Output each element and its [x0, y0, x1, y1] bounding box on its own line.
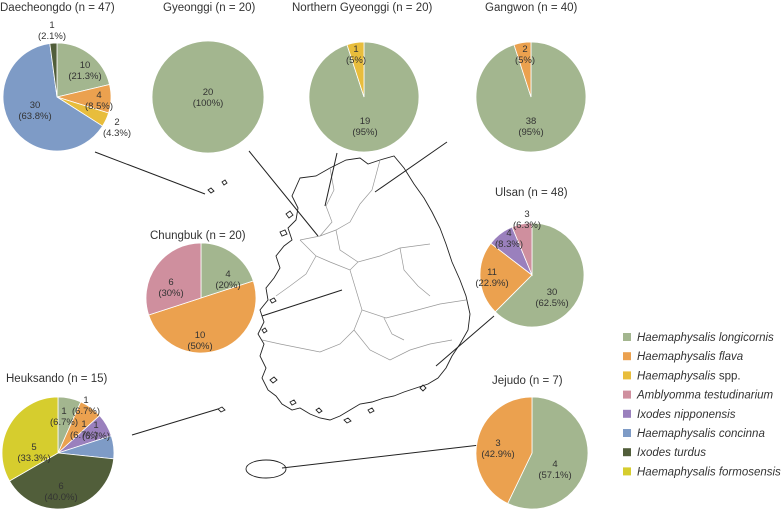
slice-label-gangwon-haemaphysalis-flava: 2 (5%)	[515, 44, 535, 66]
region-titles: Daecheongdo (n = 47) Gyeonggi (n = 20) N…	[0, 2, 578, 387]
slice-label-daecheongdo-haemaphysalis-flava: 4 (8.5%)	[85, 90, 113, 112]
slice-label-jejudo-haemaphysalis-longicornis: 4 (57.1%)	[538, 459, 571, 481]
korea-map	[207, 155, 471, 479]
legend-label-haemaphysalis-longicornis: Haemaphysalis longicornis	[637, 332, 774, 344]
leader-gangwon	[374, 141, 448, 193]
pie-heuksando: 1 (6.7%)1 (6.7%)1 (6.7%)1 (6.7%)6 (40.0%)5 (33…	[1, 395, 115, 510]
legend-swatch-haemaphysalis-formosensis	[623, 467, 631, 476]
legend-swatch-haemaphysalis-longicornis	[623, 333, 631, 341]
slice-label-chungbuk-haemaphysalis-flava: 10 (50%)	[187, 330, 212, 352]
pie-daecheongdo: 10 (21.3%) 4 (8.5%) 2 (4.3%) 30 (63.8%) 1 (2.1%)	[2, 20, 131, 152]
heuksando-islet	[217, 406, 226, 413]
slice-label-ulsan-amblyomma-testudinarium: 3 (6.3%)	[513, 209, 541, 231]
pie-northern-gyeonggi: 19 (95%) 1 (5%)	[308, 41, 420, 153]
slice-label-northern-gyeonggi-haemaphysalis-spp: 1 (5%)	[346, 44, 366, 66]
slice-daecheongdo-haemaphysalis-concinna	[2, 43, 104, 152]
slice-label-jejudo-haemaphysalis-flava: 3 (42.9%)	[481, 438, 514, 460]
province-boundaries	[261, 159, 467, 361]
slice-heuksando-haemaphysalis-formosensis	[1, 396, 59, 482]
slice-northern-gyeonggi-haemaphysalis-spp	[346, 41, 365, 98]
pie-title-heuksando: Heuksando (n = 15)	[6, 373, 107, 385]
pie-title-gyeonggi: Gyeonggi (n = 20)	[163, 2, 256, 14]
slice-label-chungbuk-haemaphysalis-longicornis: 4 (20%)	[215, 269, 240, 291]
leader-ulsan	[435, 315, 495, 367]
pie-title-ulsan: Ulsan (n = 48)	[495, 187, 568, 199]
legend-label-haemaphysalis-concinna: Haemaphysalis concinna	[637, 428, 765, 440]
leader-lines	[94, 141, 495, 469]
slice-label-heuksando-haemaphysalis-flava: 1 (6.7%)	[72, 395, 100, 417]
pie-gangwon: 38 (95%) 2 (5%)	[475, 41, 587, 153]
legend: Haemaphysalis longicornis Haemaphysalis f…	[623, 332, 781, 478]
slice-gyeonggi-haemaphysalis-longicornis	[151, 40, 265, 154]
legend-label-haemaphysalis-formosensis: Haemaphysalis formosensis	[637, 466, 781, 478]
slice-label-heuksando-haemaphysalis-concinna: 1 (6.7%)	[82, 420, 110, 442]
slice-ulsan-haemaphysalis-longicornis	[494, 222, 585, 328]
slice-ulsan-haemaphysalis-flava	[479, 242, 533, 313]
pie-chungbuk: 4 (20%) 10 (50%) 6 (30%)	[145, 242, 257, 354]
slice-daecheongdo-haemaphysalis-longicornis	[56, 42, 111, 98]
slice-jejudo-haemaphysalis-longicornis	[507, 396, 589, 510]
legend-label-ixodes-turdus: Ixodes turdus	[637, 447, 706, 459]
pie-ulsan: 30 (62.5%) 11 (22.9%) 4 (8.3%)3 (6.3%)	[475, 209, 585, 328]
legend-swatch-ixodes-turdus	[623, 448, 631, 457]
legend-swatch-haemaphysalis-concinna	[623, 429, 631, 437]
pie-title-chungbuk: Chungbuk (n = 20)	[150, 230, 246, 242]
leader-gyeonggi	[248, 150, 319, 237]
slice-label-daecheongdo-haemaphysalis-concinna: 30 (63.8%)	[18, 100, 51, 122]
slice-jejudo-haemaphysalis-flava	[475, 396, 533, 504]
pie-charts: 10 (21.3%) 4 (8.5%) 2 (4.3%) 30 (63.8%) 1 (2.1%) 2…	[1, 20, 589, 510]
slice-label-ulsan-haemaphysalis-flava: 11 (22.9%)	[475, 267, 508, 289]
slice-label-gangwon-haemaphysalis-longicornis: 38 (95%)	[518, 116, 543, 138]
slice-label-daecheongdo-haemaphysalis-longicornis: 10 (21.3%)	[68, 60, 101, 82]
slice-heuksando-ixodes-turdus	[8, 452, 115, 510]
slice-label-heuksando-ixodes-turdus: 6 (40.0%)	[44, 481, 77, 503]
leader-heuksando	[131, 408, 219, 436]
leader-daecheongdo	[94, 151, 206, 195]
slice-label-daecheongdo-ixodes-turdus: 1 (2.1%)	[38, 20, 66, 42]
slice-chungbuk-amblyomma-testudinarium	[145, 242, 202, 316]
slice-chungbuk-haemaphysalis-flava	[148, 280, 257, 354]
slice-gangwon-haemaphysalis-flava	[513, 41, 532, 98]
slice-label-chungbuk-amblyomma-testudinarium: 6 (30%)	[158, 277, 183, 299]
legend-label-ixodes-nipponensis: Ixodes nipponensis	[637, 409, 736, 421]
slice-label-gyeonggi-haemaphysalis-longicornis: 20 (100%)	[193, 87, 224, 109]
pie-title-northern-gyeonggi: Northern Gyeonggi (n = 20)	[292, 2, 432, 14]
slice-label-heuksando-ixodes-nipponensis: 1 (6.7%)	[70, 419, 98, 441]
legend-swatch-haemaphysalis-flava	[623, 352, 631, 361]
legend-swatch-ixodes-nipponensis	[623, 409, 631, 418]
pie-gyeonggi: 20 (100%)	[151, 40, 265, 154]
legend-label-haemaphysalis-flava: Haemaphysalis flava	[637, 351, 743, 363]
slice-label-northern-gyeonggi-haemaphysalis-longicornis: 19 (95%)	[352, 116, 377, 138]
pie-jejudo: 4 (57.1%) 3 (42.9%)	[475, 396, 589, 510]
legend-swatch-haemaphysalis-spp	[623, 371, 631, 380]
leader-northern-gyeonggi	[324, 152, 338, 207]
slice-daecheongdo-ixodes-turdus	[49, 42, 58, 98]
pie-title-jejudo: Jejudo (n = 7)	[492, 375, 563, 387]
legend-label-haemaphysalis-spp: Haemaphysalis spp.	[637, 370, 741, 382]
coastal-islets	[207, 179, 427, 424]
slice-label-ulsan-haemaphysalis-longicornis: 30 (62.5%)	[535, 287, 568, 309]
slice-chungbuk-haemaphysalis-longicornis	[200, 242, 254, 299]
pie-title-daecheongdo: Daecheongdo (n = 47)	[0, 2, 115, 14]
mainland-outline	[257, 155, 471, 421]
slice-label-daecheongdo-haemaphysalis-spp: 2 (4.3%)	[103, 117, 131, 139]
slice-ulsan-amblyomma-testudinarium	[511, 222, 533, 276]
pie-title-gangwon: Gangwon (n = 40)	[485, 2, 578, 14]
leader-jejudo	[281, 444, 481, 469]
leader-chungbuk	[261, 289, 343, 317]
legend-swatch-amblyomma-testudinarium	[623, 390, 631, 399]
slice-label-heuksando-haemaphysalis-longicornis: 1 (6.7%)	[50, 406, 78, 428]
slice-label-ulsan-ixodes-nipponensis: 4 (8.3%)	[495, 228, 523, 250]
jejudo-island	[245, 459, 287, 479]
slice-label-heuksando-haemaphysalis-formosensis: 5 (33.3%)	[17, 442, 50, 464]
legend-label-amblyomma-testudinarium: Amblyomma testudinarium	[636, 390, 774, 402]
